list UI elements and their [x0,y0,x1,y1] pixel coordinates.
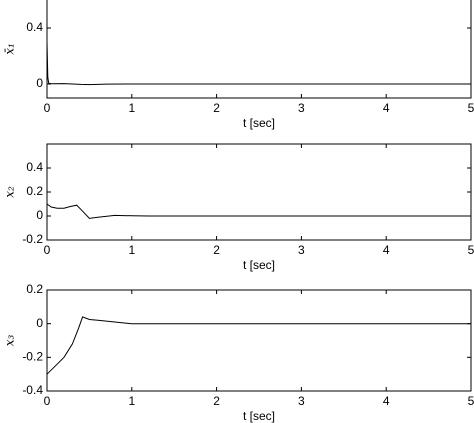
y-axis-label: x̄₁ [3,43,17,55]
y-tick-label: -0.4 [22,383,43,397]
x-tick-label: 2 [213,394,220,408]
x-tick-label: 5 [468,394,474,408]
x-tick-label: 3 [298,101,305,115]
x-tick-label: 0 [44,394,51,408]
axes-frame [46,289,472,392]
x-tick-label: 1 [128,394,135,408]
axes-frame [46,143,472,241]
y-axis-label: x₃ [3,335,17,347]
y-tick-label: 0 [36,208,43,222]
x-tick-label: 5 [468,243,474,257]
x-tick-label: 3 [298,394,305,408]
x-tick-label: 2 [213,243,220,257]
data-line [46,203,471,219]
data-line [46,316,471,375]
y-tick-label: 0.4 [26,160,43,174]
y-tick-label: -0.2 [22,232,43,246]
x-tick-label: 1 [128,243,135,257]
x-axis-label: t [sec] [243,258,275,272]
data-line [46,41,471,86]
x-tick-label: 0 [44,101,51,115]
y-tick-label: 0 [36,316,43,330]
axes-frame [46,0,472,99]
x-tick-label: 4 [383,394,390,408]
y-axis-label: x₂ [3,186,17,198]
y-tick-label: 0 [36,76,43,90]
x-tick-label: 4 [383,243,390,257]
x-tick-label: 0 [44,243,51,257]
x-tick-label: 1 [128,101,135,115]
x-axis-label: t [sec] [243,409,275,423]
y-tick-label: 0.4 [26,20,43,34]
y-tick-label: -0.2 [22,350,43,364]
y-tick-label: 0.2 [26,184,43,198]
y-tick-label: 0.2 [26,282,43,296]
x-axis-label: t [sec] [243,116,275,130]
x-tick-label: 4 [383,101,390,115]
x-tick-label: 5 [468,101,474,115]
x-tick-label: 3 [298,243,305,257]
x-tick-label: 2 [213,101,220,115]
